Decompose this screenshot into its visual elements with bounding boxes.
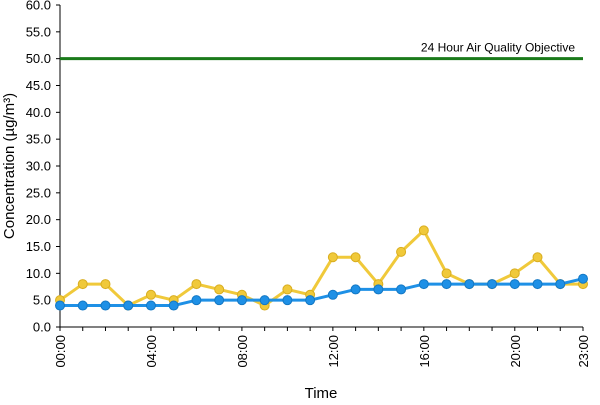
y-tick-label: 25.0 [26,185,51,200]
data-point [327,252,338,263]
data-point [373,284,384,295]
data-point [77,279,88,290]
y-tick-label: 40.0 [26,105,51,120]
data-point [441,279,452,290]
data-point [396,284,407,295]
data-point [191,295,202,306]
data-point [350,252,361,263]
data-point [487,279,498,290]
y-tick-label: 35.0 [26,132,51,147]
y-tick-label: 20.0 [26,212,51,227]
data-point [55,300,65,311]
x-tick-label: 12:00 [326,335,341,368]
data-point [77,300,88,311]
data-point [282,295,293,306]
data-point [191,279,202,290]
y-tick-label: 5.0 [33,293,51,308]
data-point [100,300,111,311]
data-point [532,252,543,263]
y-tick-label: 60.0 [26,0,51,13]
y-ticks: 0.0 5.0 10.0 15.0 20.0 25.0 30.0 35.0 40.0 45.0 50… [26,0,60,335]
data-point [305,295,316,306]
data-point [396,246,407,257]
data-point [350,284,361,295]
reference-line-group: 24 Hour Air Quality Objective [60,41,583,61]
x-axis-title: Time [305,385,338,400]
data-point [145,300,156,311]
data-point [532,279,543,290]
y-axis-title: Concentration (µg/m³) [1,93,18,239]
data-point [282,284,293,295]
data-point [441,268,452,279]
y-tick-label: 10.0 [26,266,51,281]
air-quality-objective-label: 24 Hour Air Quality Objective [421,41,575,55]
data-point [555,279,566,290]
data-point [123,300,134,311]
data-point [464,279,475,290]
x-ticks: 00:00 04:00 08:00 12:00 16:00 20:00 23:00 [53,327,591,368]
y-tick-label: 30.0 [26,159,51,174]
data-point [214,284,225,295]
x-tick-label: 08:00 [235,335,250,368]
data-point [418,279,429,290]
x-tick-label: 04:00 [144,335,159,368]
x-tick-label: 00:00 [53,335,68,368]
y-tick-label: 15.0 [26,239,51,254]
series [55,225,588,311]
data-point [100,279,111,290]
data-point [509,279,520,290]
x-tick-label: 20:00 [508,335,523,368]
data-point [145,289,156,300]
data-point [168,300,179,311]
x-tick-label: 23:00 [576,335,591,368]
data-point [578,273,588,284]
y-tick-label: 0.0 [33,320,51,335]
data-point [259,295,270,306]
data-point [327,289,338,300]
data-point [214,295,225,306]
y-tick-label: 50.0 [26,51,51,66]
series-line-0 [59,228,583,308]
data-point [509,268,520,279]
x-tick-label: 16:00 [417,335,432,368]
y-tick-label: 55.0 [26,24,51,39]
data-point [236,295,247,306]
data-point [418,225,429,236]
y-tick-label: 45.0 [26,78,51,93]
